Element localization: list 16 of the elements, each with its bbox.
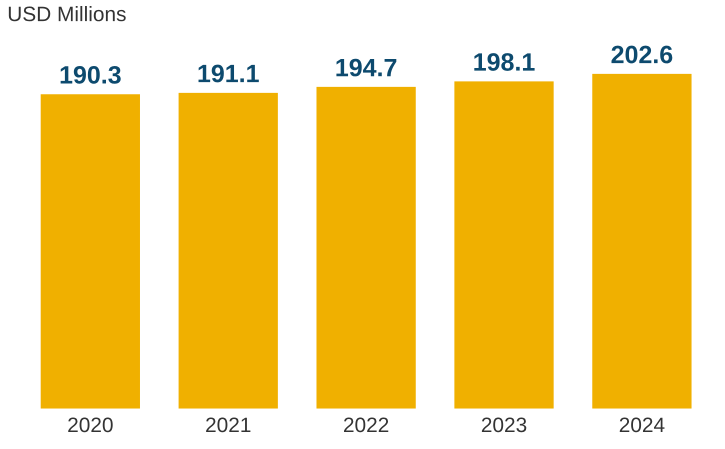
data-label: 190.3 [60, 66, 121, 84]
x-tick-label: 2023 [482, 417, 526, 432]
bar [454, 81, 554, 409]
data-label: 198.1 [474, 53, 535, 71]
bar [316, 86, 416, 409]
x-tick-label: 2024 [620, 417, 664, 432]
bar [178, 92, 278, 409]
data-label: 191.1 [198, 64, 259, 82]
x-tick-label: 2022 [344, 417, 388, 432]
data-label: 194.7 [336, 58, 396, 76]
chart-title: USD Millions [8, 6, 126, 22]
bar [40, 94, 140, 409]
x-tick-label: 2020 [68, 417, 113, 432]
data-label: 202.6 [612, 46, 672, 64]
x-tick-label: 2021 [206, 417, 250, 432]
bar [592, 74, 692, 409]
